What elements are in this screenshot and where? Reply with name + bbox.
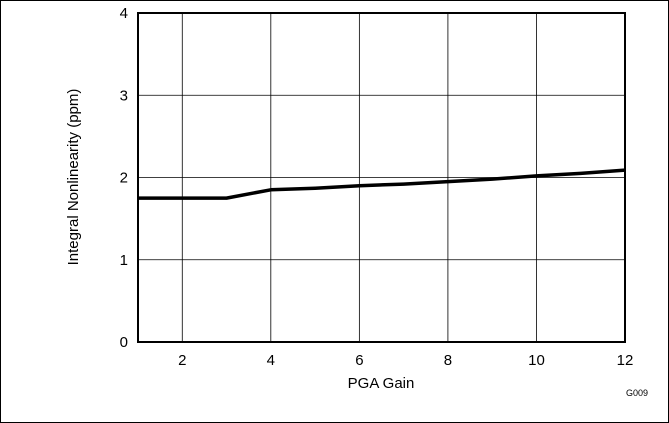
x-tick-label: 6	[355, 352, 363, 369]
x-axis-title: PGA Gain	[348, 375, 415, 392]
x-tick-label: 12	[617, 352, 634, 369]
x-tick-labels: 2 4 6 8 10 12	[178, 352, 633, 369]
x-tick-label: 2	[178, 352, 186, 369]
y-axis-title: Integral Nonlinearity (ppm)	[65, 89, 82, 266]
x-tick-label: 4	[267, 352, 275, 369]
y-tick-label: 3	[120, 87, 128, 104]
series-line	[138, 168, 626, 200]
y-tick-labels: 0 1 2 3 4	[120, 5, 128, 351]
x-tick-label: 8	[444, 352, 452, 369]
y-tick-label: 1	[120, 252, 128, 269]
y-tick-label: 0	[120, 334, 128, 351]
series-layer	[138, 168, 626, 200]
figure-id-label: G009	[626, 388, 648, 398]
plot-area-border	[137, 12, 626, 343]
y-tick-label: 4	[120, 5, 128, 22]
grid-lines	[138, 12, 626, 343]
y-tick-label: 2	[120, 170, 128, 187]
x-tick-label: 10	[528, 352, 545, 369]
